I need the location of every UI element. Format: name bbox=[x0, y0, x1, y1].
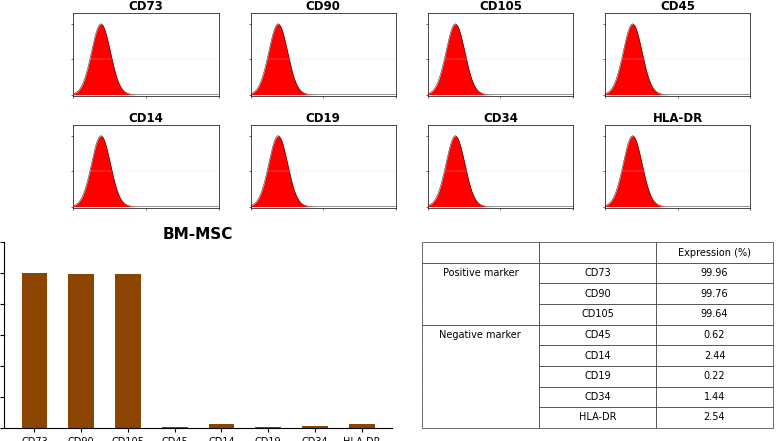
Bar bbox=[302, 426, 328, 428]
Title: CD105: CD105 bbox=[479, 0, 522, 13]
Title: CD34: CD34 bbox=[483, 112, 517, 125]
Bar bbox=[22, 273, 47, 428]
Title: BM-MSC: BM-MSC bbox=[163, 227, 233, 242]
Bar bbox=[208, 424, 235, 428]
Title: CD19: CD19 bbox=[306, 112, 340, 125]
Title: CD45: CD45 bbox=[660, 0, 695, 13]
Title: CD73: CD73 bbox=[129, 0, 163, 13]
Bar bbox=[162, 427, 187, 428]
Bar bbox=[115, 274, 141, 428]
Title: CD14: CD14 bbox=[128, 112, 163, 125]
Bar bbox=[349, 424, 375, 428]
Title: CD90: CD90 bbox=[306, 0, 340, 13]
Bar bbox=[68, 273, 94, 428]
Title: HLA-DR: HLA-DR bbox=[653, 112, 702, 125]
